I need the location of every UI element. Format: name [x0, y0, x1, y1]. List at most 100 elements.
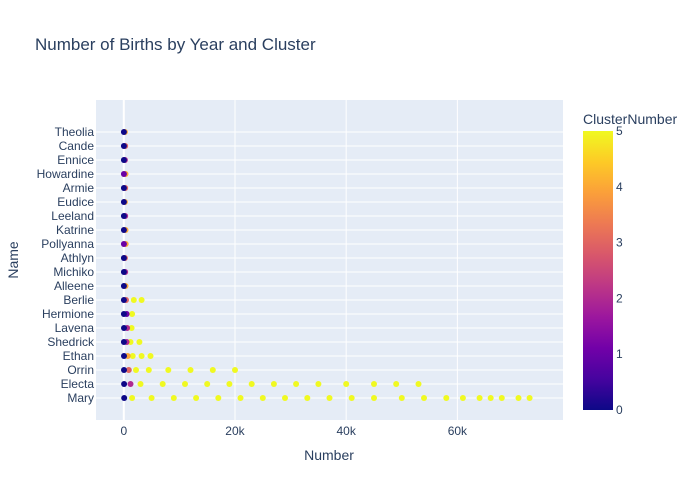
scatter-point	[129, 353, 136, 359]
y-tick-label: Berlie	[63, 293, 94, 307]
scatter-point	[282, 395, 288, 401]
y-tick-label: Eudice	[57, 195, 94, 209]
y-tick-label: Michiko	[53, 265, 94, 279]
scatter-point	[120, 213, 127, 219]
scatter-point	[187, 367, 194, 373]
scatter-point	[120, 143, 127, 149]
scatter-point	[398, 395, 405, 401]
scatter-point	[120, 129, 127, 135]
data-points	[120, 129, 533, 401]
scatter-point	[182, 381, 188, 387]
y-tick-label: Orrin	[67, 363, 94, 377]
scatter-point	[393, 381, 400, 387]
scatter-point	[193, 395, 200, 401]
scatter-point	[304, 395, 311, 401]
scatter-point	[121, 367, 127, 373]
scatter-point	[232, 367, 238, 373]
y-tick-label: Electa	[61, 377, 95, 391]
y-tick-label: Pollyanna	[41, 237, 94, 251]
scatter-point	[348, 395, 355, 401]
scatter-point	[136, 339, 143, 345]
scatter-point	[204, 381, 211, 387]
scatter-point	[120, 269, 127, 275]
scatter-point	[133, 367, 139, 373]
y-tick-label: Lavena	[55, 321, 95, 335]
colorbar-tick-label: 3	[616, 236, 623, 250]
y-tick-label: Athlyn	[61, 251, 94, 265]
y-tick-label: Leeland	[51, 209, 94, 223]
scatter-point	[138, 297, 145, 303]
y-tick-label: Theolia	[55, 125, 95, 139]
y-tick-label: Ennice	[57, 153, 94, 167]
colorbar-tick-label: 5	[616, 124, 623, 138]
scatter-point	[259, 395, 266, 401]
scatter-point	[120, 283, 127, 289]
scatter-point	[498, 395, 505, 401]
scatter-point	[120, 297, 127, 303]
scatter-point	[371, 381, 377, 387]
y-axis-title: Name	[5, 241, 21, 279]
colorbar-title: ClusterNumber	[583, 111, 677, 127]
scatter-point	[371, 395, 377, 401]
grid-lines	[96, 100, 563, 420]
scatter-point	[138, 353, 145, 359]
x-tick-label: 60k	[448, 424, 468, 438]
colorbar	[583, 131, 613, 410]
y-tick-label: Mary	[67, 391, 94, 405]
scatter-point	[147, 353, 154, 359]
scatter-point	[165, 367, 172, 373]
scatter-point	[248, 381, 255, 387]
scatter-point	[129, 395, 136, 401]
y-tick-label: Shedrick	[47, 335, 95, 349]
colorbar-ticks: 0 1 2 3 4 5	[616, 124, 623, 417]
scatter-point	[121, 395, 128, 401]
y-tick-label: Ethan	[63, 349, 94, 363]
scatter-point	[226, 381, 233, 387]
scatter-point	[120, 339, 127, 345]
chart-title: Number of Births by Year and Cluster	[35, 35, 316, 54]
scatter-point	[137, 381, 144, 387]
scatter-point	[125, 367, 132, 373]
scatter-point	[120, 171, 127, 177]
scatter-point	[130, 297, 137, 303]
scatter-point	[120, 185, 127, 191]
colorbar-tick-label: 0	[616, 403, 623, 417]
y-tick-label: Cande	[59, 139, 95, 153]
scatter-point	[237, 395, 244, 401]
scatter-point	[515, 395, 522, 401]
scatter-point	[487, 395, 494, 401]
scatter-point	[293, 381, 300, 387]
scatter-point	[128, 325, 135, 331]
scatter-point	[459, 395, 466, 401]
y-tick-label: Hermione	[42, 307, 94, 321]
scatter-point	[526, 395, 533, 401]
y-tick-label: Katrine	[56, 223, 94, 237]
x-axis-title: Number	[304, 447, 354, 463]
scatter-point	[443, 395, 450, 401]
scatter-point	[209, 367, 216, 373]
y-tick-label: Armie	[63, 181, 95, 195]
y-tick-label: Alleene	[54, 279, 94, 293]
scatter-point	[315, 381, 322, 387]
scatter-point	[127, 381, 134, 387]
scatter-point	[129, 311, 136, 317]
scatter-point	[421, 395, 427, 401]
scatter-point	[120, 227, 127, 233]
colorbar-tick-label: 4	[616, 180, 623, 194]
x-tick-label: 0	[120, 424, 127, 438]
scatter-point	[121, 353, 127, 359]
x-tick-label: 20k	[225, 424, 245, 438]
scatter-point	[120, 241, 127, 247]
y-axis-ticks: TheoliaCandeEnniceHowardineArmieEudiceLe…	[37, 125, 95, 405]
scatter-point	[120, 157, 127, 163]
scatter-point	[415, 381, 422, 387]
scatter-point	[120, 311, 127, 317]
scatter-point	[120, 255, 127, 261]
scatter-point	[148, 395, 155, 401]
y-tick-label: Howardine	[37, 167, 95, 181]
scatter-point	[121, 325, 127, 331]
scatter-point	[326, 395, 333, 401]
scatter-point	[215, 395, 222, 401]
plot-area	[96, 100, 563, 420]
